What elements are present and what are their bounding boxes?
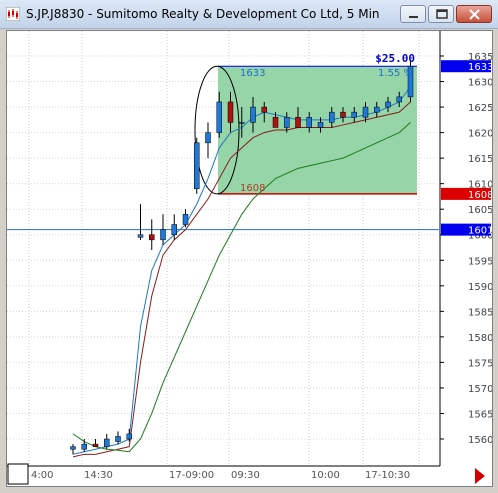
candle-body — [239, 122, 245, 124]
x-tick-label: 10:00 — [311, 470, 340, 481]
candle-body — [284, 117, 290, 128]
app-chart-icon — [6, 7, 20, 21]
x-tick-label: 09:30 — [231, 470, 260, 481]
price-flag: 1601 — [441, 223, 492, 237]
y-tick-label: 1620 — [468, 129, 492, 140]
price-flag-label: 1633 — [468, 62, 492, 73]
y-tick-label: 1575 — [468, 358, 492, 369]
y-tick-label: 1565 — [468, 409, 492, 420]
candle-body — [295, 117, 301, 128]
candle-body — [362, 106, 369, 118]
y-tick-label: 1560 — [468, 435, 492, 446]
candle-body — [329, 111, 335, 123]
y-tick-label: 1580 — [468, 333, 492, 344]
candle-body — [160, 229, 166, 241]
candle-body — [272, 117, 279, 128]
price-flag: 1608 — [441, 187, 492, 201]
y-tick-label: 1570 — [468, 384, 492, 395]
candle-body — [137, 234, 144, 238]
candle-body — [149, 234, 155, 241]
candle-body — [205, 132, 211, 144]
candle-body — [385, 101, 391, 108]
price-flag-label: 1601 — [468, 226, 492, 237]
candle-body — [351, 111, 357, 118]
candle-body — [407, 65, 414, 98]
price-chart[interactable]: 1633 1608 $25.00 1.55 % 1635 1630 1625 1620 1615… — [7, 31, 492, 486]
x-tick-label: 17-10:30 — [365, 470, 410, 481]
candles — [70, 61, 414, 455]
y-tick-label: 1625 — [468, 103, 492, 114]
x-tick-label: 17-09:00 — [169, 470, 214, 481]
box-percent-label: 1.55 % — [378, 68, 413, 79]
maximize-icon — [436, 9, 448, 19]
y-tick-label: 1615 — [468, 154, 492, 165]
box-top-label: 1633 — [240, 68, 265, 79]
close-icon — [469, 9, 480, 20]
y-tick-label: 1600 — [468, 231, 492, 242]
y-tick-label: 1595 — [468, 256, 492, 267]
y-tick-label: 1590 — [468, 282, 492, 293]
maximize-button[interactable] — [428, 5, 454, 23]
y-tick-label: 1605 — [468, 205, 492, 216]
price-flag-label: 1608 — [468, 190, 492, 201]
candle-body — [261, 106, 267, 113]
y-tick-label: 1635 — [468, 52, 492, 63]
title-bar[interactable]: S.JP.J8830 - Sumitomo Realty & Developme… — [0, 0, 498, 29]
candle-body — [374, 106, 380, 113]
minimize-button[interactable] — [400, 5, 426, 23]
candle-body — [317, 122, 324, 128]
chart-area[interactable]: 1633 1608 $25.00 1.55 % 1635 1630 1625 1620 1615… — [6, 30, 493, 487]
y-tick-label: 1630 — [468, 78, 492, 89]
candle-body — [92, 443, 99, 447]
ma-line-3 — [72, 122, 411, 453]
candle-body — [340, 111, 346, 118]
scroll-right-arrow-icon[interactable] — [475, 468, 485, 484]
box-profit-label: $25.00 — [375, 52, 415, 65]
candle-body — [194, 142, 200, 190]
y-tick-label: 1610 — [468, 180, 492, 191]
candle-body — [306, 117, 312, 128]
candle-body — [171, 224, 177, 235]
y-tick-label: 1585 — [468, 307, 492, 318]
candle-body — [104, 438, 110, 447]
profit-box[interactable] — [218, 66, 417, 194]
ellipse-annotation[interactable] — [194, 65, 240, 195]
candle-body — [227, 101, 234, 123]
close-button[interactable] — [456, 5, 492, 23]
minimize-icon — [409, 16, 418, 18]
candle-body — [70, 446, 76, 450]
candle-body — [115, 436, 121, 442]
candle-body — [81, 443, 87, 450]
corner-box[interactable] — [7, 463, 29, 485]
candle-body — [216, 101, 222, 133]
x-tick-label: 14:30 — [84, 470, 113, 481]
candle-body — [250, 106, 256, 123]
price-flag: 1633 — [441, 60, 492, 73]
candle-body — [396, 96, 402, 103]
candle-body — [182, 214, 189, 225]
candle-body — [126, 433, 132, 440]
window-title: S.JP.J8830 - Sumitomo Realty & Developme… — [26, 7, 380, 21]
box-bottom-label: 1608 — [240, 183, 265, 194]
x-tick-label: 4:00 — [31, 470, 53, 481]
